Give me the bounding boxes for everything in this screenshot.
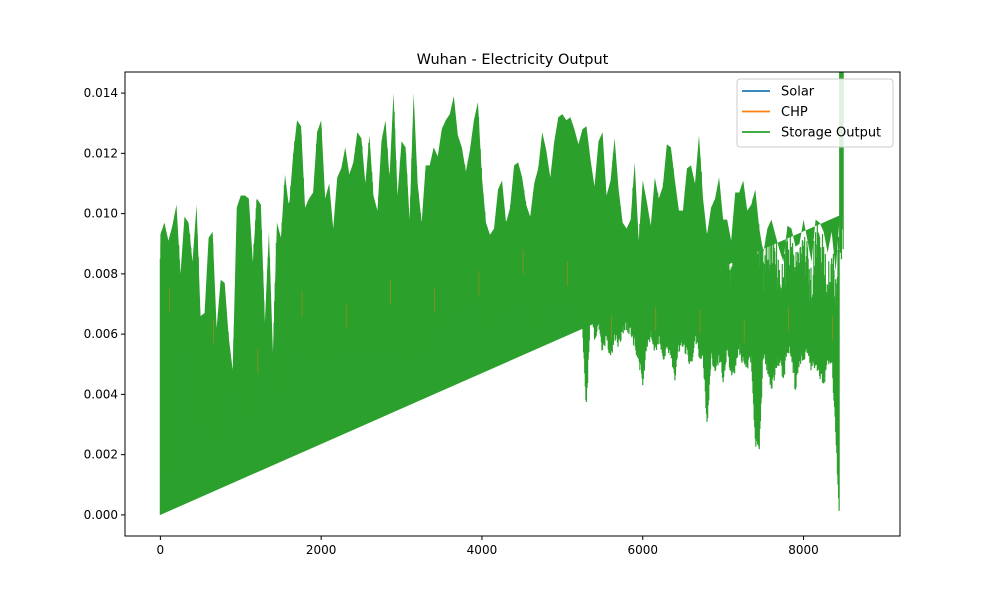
legend: Solar CHP Storage Output <box>736 78 894 148</box>
x-axis: 0 2000 4000 6000 8000 <box>157 536 819 557</box>
x-tick-label: 0 <box>157 543 165 557</box>
y-tick-label: 0.010 <box>84 207 118 221</box>
y-tick-label: 0.008 <box>84 267 118 281</box>
y-tick-label: 0.012 <box>84 146 118 160</box>
x-tick-label: 6000 <box>627 543 658 557</box>
y-axis: 0.000 0.002 0.004 0.006 0.008 0.010 0.012 0.014 <box>84 86 125 522</box>
plot-frame <box>124 71 901 537</box>
y-tick-label: 0.014 <box>84 86 118 100</box>
legend-label: Storage Output <box>781 126 881 141</box>
legend-label: CHP <box>781 105 808 120</box>
x-tick-label: 8000 <box>788 543 819 557</box>
chart-title: Wuhan - Electricity Output <box>417 52 609 68</box>
series-layer <box>159 72 844 515</box>
x-tick-label: 4000 <box>467 543 498 557</box>
y-tick-label: 0.004 <box>84 387 118 401</box>
legend-label: Solar <box>781 85 815 100</box>
y-tick-label: 0.006 <box>84 327 118 341</box>
legend-box <box>736 78 894 148</box>
y-tick-label: 0.002 <box>84 448 118 462</box>
y-tick-label: 0.000 <box>84 508 118 522</box>
x-tick-label: 2000 <box>306 543 337 557</box>
